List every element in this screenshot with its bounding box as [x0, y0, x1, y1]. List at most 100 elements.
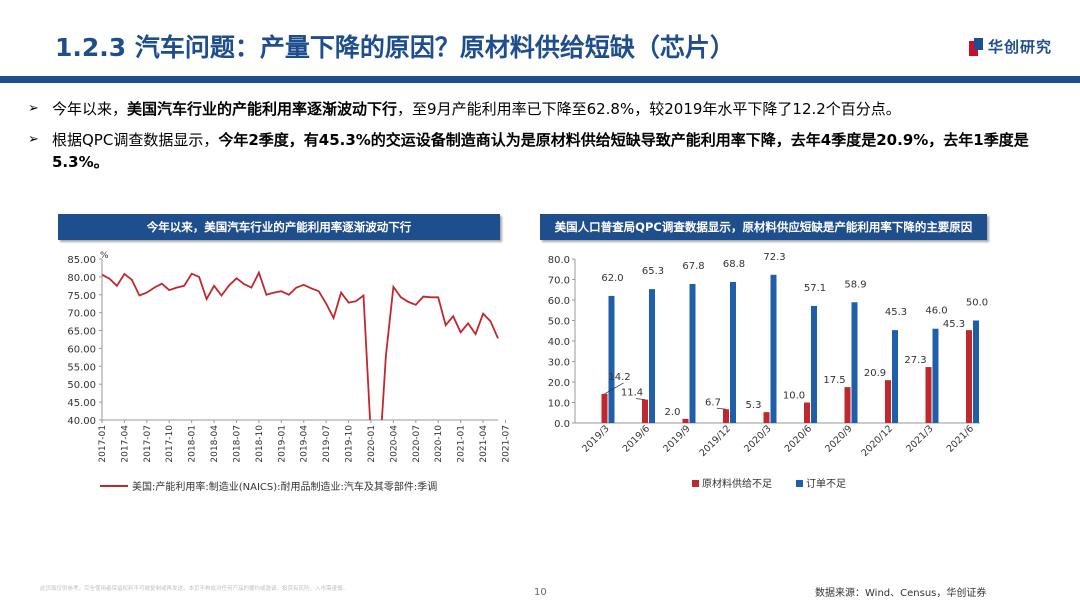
data-label-raw-material: 2.0	[665, 407, 681, 418]
bar-chart-title: 美国人口普查局QPC调查数据显示，原材料供应短缺是产能利用率下降的主要原因	[540, 214, 987, 240]
bar-orders	[892, 330, 898, 423]
x-tick-label: 2020/12	[859, 423, 895, 459]
bar-orders	[730, 281, 736, 423]
x-tick-label: 2021-04	[479, 425, 489, 463]
data-label-raw-material: 45.3	[943, 319, 965, 330]
y-tick-label: 10.0	[548, 399, 570, 410]
data-label-orders: 50.0	[966, 298, 988, 309]
data-label-orders: 67.8	[682, 261, 704, 272]
data-label-orders: 62.0	[601, 273, 623, 284]
bullet-text-part: ，至9月产能利用率已下降至62.8%，较2019年水平下降了12.2个百分点。	[397, 100, 901, 118]
bullet-text: 根据QPC调查数据显示，今年2季度，有45.3%的交运设备制造商认为是原材料供给…	[52, 129, 1068, 173]
line-series	[102, 270, 499, 420]
bullet-list: ➢ 今年以来，美国汽车行业的产能利用率逐渐波动下行，至9月产能利用率已下降至62…	[28, 98, 1068, 182]
leader-line	[635, 398, 646, 400]
data-label-orders: 46.0	[925, 306, 947, 317]
x-tick-label: 2021-01	[457, 425, 467, 463]
bar-raw-material	[844, 387, 851, 423]
title-divider	[0, 76, 1080, 83]
x-tick-label: 2021/3	[904, 423, 935, 454]
bullet-text-part: 美国汽车行业的产能利用率逐渐波动下行	[127, 100, 398, 118]
bar-raw-material	[966, 330, 972, 423]
x-tick-label: 2017-10	[165, 425, 175, 463]
data-label-orders: 57.1	[804, 283, 826, 294]
page-number: 10	[534, 587, 547, 598]
y-tick-label: 30.0	[548, 358, 570, 369]
data-label-orders: 58.9	[844, 279, 866, 290]
x-tick-label: 2019/12	[697, 423, 733, 459]
bar-orders	[770, 274, 777, 423]
x-tick-label: 2020/9	[823, 423, 854, 454]
bar-orders	[973, 320, 979, 423]
y-tick-label: 70.0	[548, 276, 570, 287]
data-label-raw-material: 14.2	[608, 372, 630, 383]
data-label-orders: 45.3	[885, 307, 907, 318]
y-tick-label: 60.00	[67, 344, 96, 355]
y-tick-label: 55.00	[67, 362, 96, 373]
x-tick-label: 2020/3	[742, 423, 773, 454]
leader-line	[716, 407, 727, 410]
data-label-raw-material: 20.9	[864, 368, 886, 379]
x-tick-label: 2019-10	[345, 425, 355, 463]
unit-label: %	[100, 251, 109, 261]
data-label-orders: 72.3	[763, 252, 785, 263]
data-label-raw-material: 11.4	[621, 388, 643, 399]
bullet-text-part: 今年以来，	[52, 100, 128, 118]
data-label-raw-material: 17.5	[823, 375, 845, 386]
brand-logo: 华创研究	[968, 36, 1052, 57]
x-tick-label: 2017-04	[120, 425, 130, 463]
y-tick-label: 40.00	[67, 416, 96, 427]
y-tick-label: 75.00	[67, 291, 96, 302]
x-tick-label: 2018-01	[188, 425, 198, 463]
x-tick-label: 2017-07	[143, 425, 153, 463]
bar-raw-material	[885, 380, 891, 423]
y-tick-label: 20.0	[548, 378, 570, 389]
bullet-item: ➢ 根据QPC调查数据显示，今年2季度，有45.3%的交运设备制造商认为是原材料…	[28, 129, 1068, 173]
line-chart: 40.00 45.00 50.00 55.00 60.00 65.00 70.00 75.00…	[67, 251, 510, 493]
x-tick-label: 2019-07	[322, 425, 332, 463]
legend-swatch-raw-material	[692, 480, 699, 487]
data-label-raw-material: 6.7	[705, 397, 721, 408]
bar-raw-material	[642, 399, 648, 423]
bar-orders	[851, 302, 858, 423]
y-tick-label: 70.00	[67, 309, 96, 320]
data-label-orders: 68.8	[723, 259, 745, 270]
y-tick-label: 65.00	[67, 327, 96, 338]
line-chart-title: 今年以来，美国汽车行业的产能利用率逐渐波动下行	[58, 214, 500, 240]
legend-label-orders: 订单不足	[806, 478, 846, 490]
x-tick-label: 2020-01	[367, 425, 377, 463]
bar-raw-material	[763, 412, 770, 423]
y-tick-label: 80.00	[67, 273, 96, 284]
bar-raw-material	[601, 393, 608, 423]
bar-orders	[608, 295, 615, 423]
y-tick-label: 50.00	[67, 380, 96, 391]
page-title: 1.2.3 汽车问题：产量下降的原因？原材料供给短缺（芯片）	[55, 33, 735, 62]
legend-label: 美国:产能利用率:制造业(NAICS):耐用品制造业:汽车及其零部件:季调	[132, 480, 437, 493]
logo-text: 华创研究	[987, 38, 1052, 56]
x-tick-label: 2019/3	[580, 423, 611, 454]
y-tick-label: 85.00	[67, 255, 96, 266]
leader-line	[604, 382, 624, 395]
data-label-orders: 65.3	[642, 266, 664, 277]
y-tick-label: 80.0	[548, 255, 570, 266]
data-source: 数据来源：Wind、Census，华创证券	[815, 588, 987, 599]
arrow-bullet-icon: ➢	[28, 132, 39, 147]
x-tick-label: 2020-10	[434, 425, 444, 463]
x-tick-label: 2020/6	[783, 423, 814, 454]
x-tick-label: 2021-07	[501, 425, 510, 463]
data-label-raw-material: 5.3	[746, 400, 762, 411]
bar-chart: 0.0 10.0 20.0 30.0 40.0 50.0 60.0 70.0 80.0 62.0 1…	[548, 252, 988, 490]
x-tick-label: 2018-07	[232, 425, 242, 463]
x-tick-label: 2017-01	[98, 425, 108, 463]
x-tick-label: 2019/9	[661, 423, 692, 454]
bar-raw-material	[723, 409, 729, 423]
y-tick-label: 45.00	[67, 398, 96, 409]
y-tick-label: 40.0	[548, 337, 570, 348]
bullet-text-part: 根据QPC调查数据显示，	[52, 131, 219, 149]
footer-disclaimer: 此页面仅供参考，完全使用者保留权利不可被复制或再发送。本页不构成对任何产品的要约…	[40, 586, 349, 592]
x-tick-label: 2018-10	[255, 425, 265, 463]
x-tick-label: 2021/6	[945, 423, 976, 454]
x-tick-label: 2019-01	[277, 425, 287, 463]
bar-orders	[649, 289, 655, 423]
logo-icon	[968, 37, 983, 56]
